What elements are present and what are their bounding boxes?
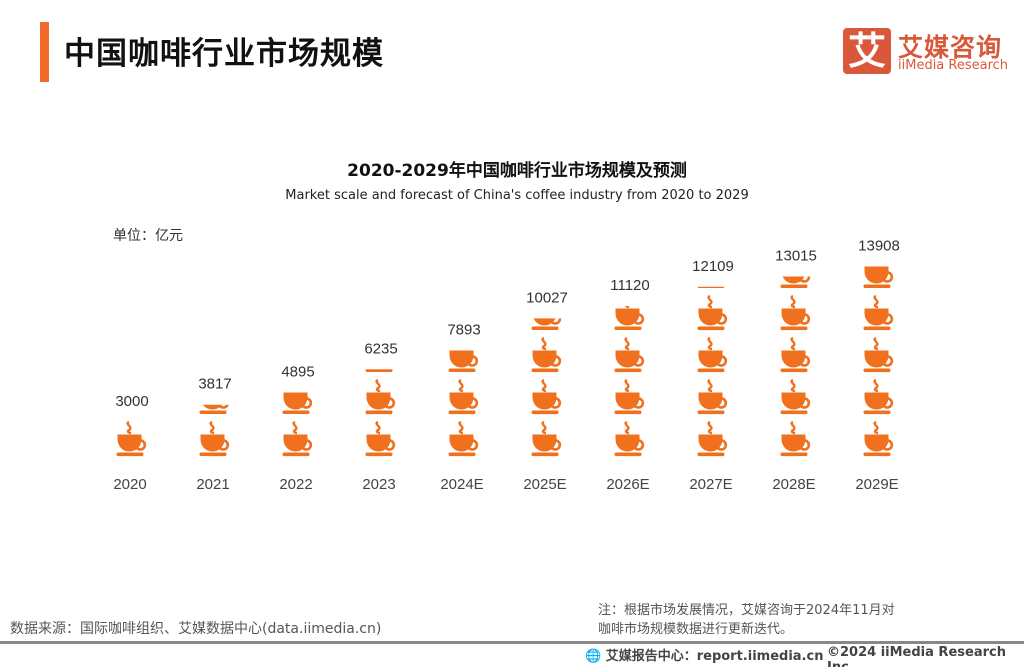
value-label: 11120 [610,277,650,294]
coffee-cup-icon [779,336,811,373]
coffee-cup-icon [364,420,396,457]
coffee-cup-icon [115,420,147,457]
coffee-cup-icon [613,378,645,415]
partial-cup [447,350,479,372]
copyright: ©2024 iiMedia Research Inc [827,645,1006,667]
value-label: 10027 [526,289,568,306]
coffee-cup-icon [862,294,894,331]
note-line-1: 注：根据市场发展情况，艾媒咨询于2024年11月对 [598,603,895,618]
coffee-cup-icon [862,336,894,373]
coffee-cup-icon [862,378,894,415]
value-label: 3817 [198,376,231,393]
category-label: 2020 [113,476,146,493]
note-line-2: 咖啡市场规模数据进行更新迭代。 [598,622,794,637]
note: 注：根据市场发展情况，艾媒咨询于2024年11月对 咖啡市场规模数据进行更新迭代… [598,601,895,639]
pictogram-column-2024E [447,350,479,457]
footer-divider [0,641,1024,644]
report-center-text: 艾媒报告中心：report.iimedia.cn [605,649,824,664]
value-label: 7893 [447,322,480,339]
category-label: 2026E [606,476,649,493]
logo-en: iiMedia Research [898,58,1009,73]
value-label: 13015 [775,247,817,264]
chart-subtitle: Market scale and forecast of China's cof… [285,188,749,203]
coffee-cup-icon [447,378,479,415]
coffee-cup-icon [613,336,645,373]
value-label: 4895 [281,364,314,381]
coffee-cup-icon [530,336,562,373]
coffee-cup-icon [281,420,313,457]
value-label: 12109 [692,258,734,275]
coffee-cup-icon [530,378,562,415]
category-label: 2027E [689,476,732,493]
logo-mark: 艾 [843,28,891,74]
title-accent-bar [40,22,49,82]
coffee-cup-icon [447,420,479,457]
coffee-cup-icon [613,305,645,330]
value-label: 6235 [364,340,397,357]
pictogram-column-2022 [281,392,313,457]
coffee-cup-icon [198,420,230,457]
pictogram-column-2020 [115,420,147,457]
partial-cup [281,392,313,415]
value-label: 13908 [858,237,900,254]
unit-label: 单位：亿元 [113,228,183,244]
pictogram-column-2025E [530,318,562,457]
pictogram-column-2027E [696,286,728,457]
category-label: 2028E [772,476,815,493]
category-label: 2023 [362,476,395,493]
category-label: 2029E [855,476,898,493]
value-label: 3000 [115,393,148,410]
category-label: 2024E [440,476,483,493]
partial-cup [613,305,645,330]
page-title: 中国咖啡行业市场规模 [64,36,384,72]
pictogram-column-2028E [779,276,811,457]
coffee-cup-icon [364,378,396,415]
coffee-cup-icon [696,420,728,457]
coffee-cup-icon [530,420,562,457]
coffee-cup-icon [696,294,728,331]
chart-title: 2020-2029年中国咖啡行业市场规模及预测 [347,161,687,181]
coffee-cup-icon [447,350,479,372]
coffee-cup-icon [779,294,811,331]
report-center: 🌐 艾媒报告中心：report.iimedia.cn [585,645,823,664]
pictogram-column-2026E [613,305,645,457]
coffee-cup-icon [779,378,811,415]
coffee-cup-icon [779,420,811,457]
category-label: 2025E [523,476,566,493]
coffee-cup-icon [281,392,313,415]
category-label: 2021 [196,476,229,493]
partial-cup [862,266,894,289]
coffee-cup-icon [862,266,894,289]
pictogram-column-2029E [862,266,894,457]
coffee-cup-icon [862,420,894,457]
logo-cn: 艾媒咨询 [898,33,1003,62]
coffee-cup-icon [696,378,728,415]
category-label: 2022 [279,476,312,493]
data-source: 数据来源：国际咖啡组织、艾媒数据中心(data.iimedia.cn) [10,621,382,637]
globe-icon: 🌐 [585,649,602,664]
coffee-cup-icon [696,336,728,373]
coffee-cup-icon [613,420,645,457]
